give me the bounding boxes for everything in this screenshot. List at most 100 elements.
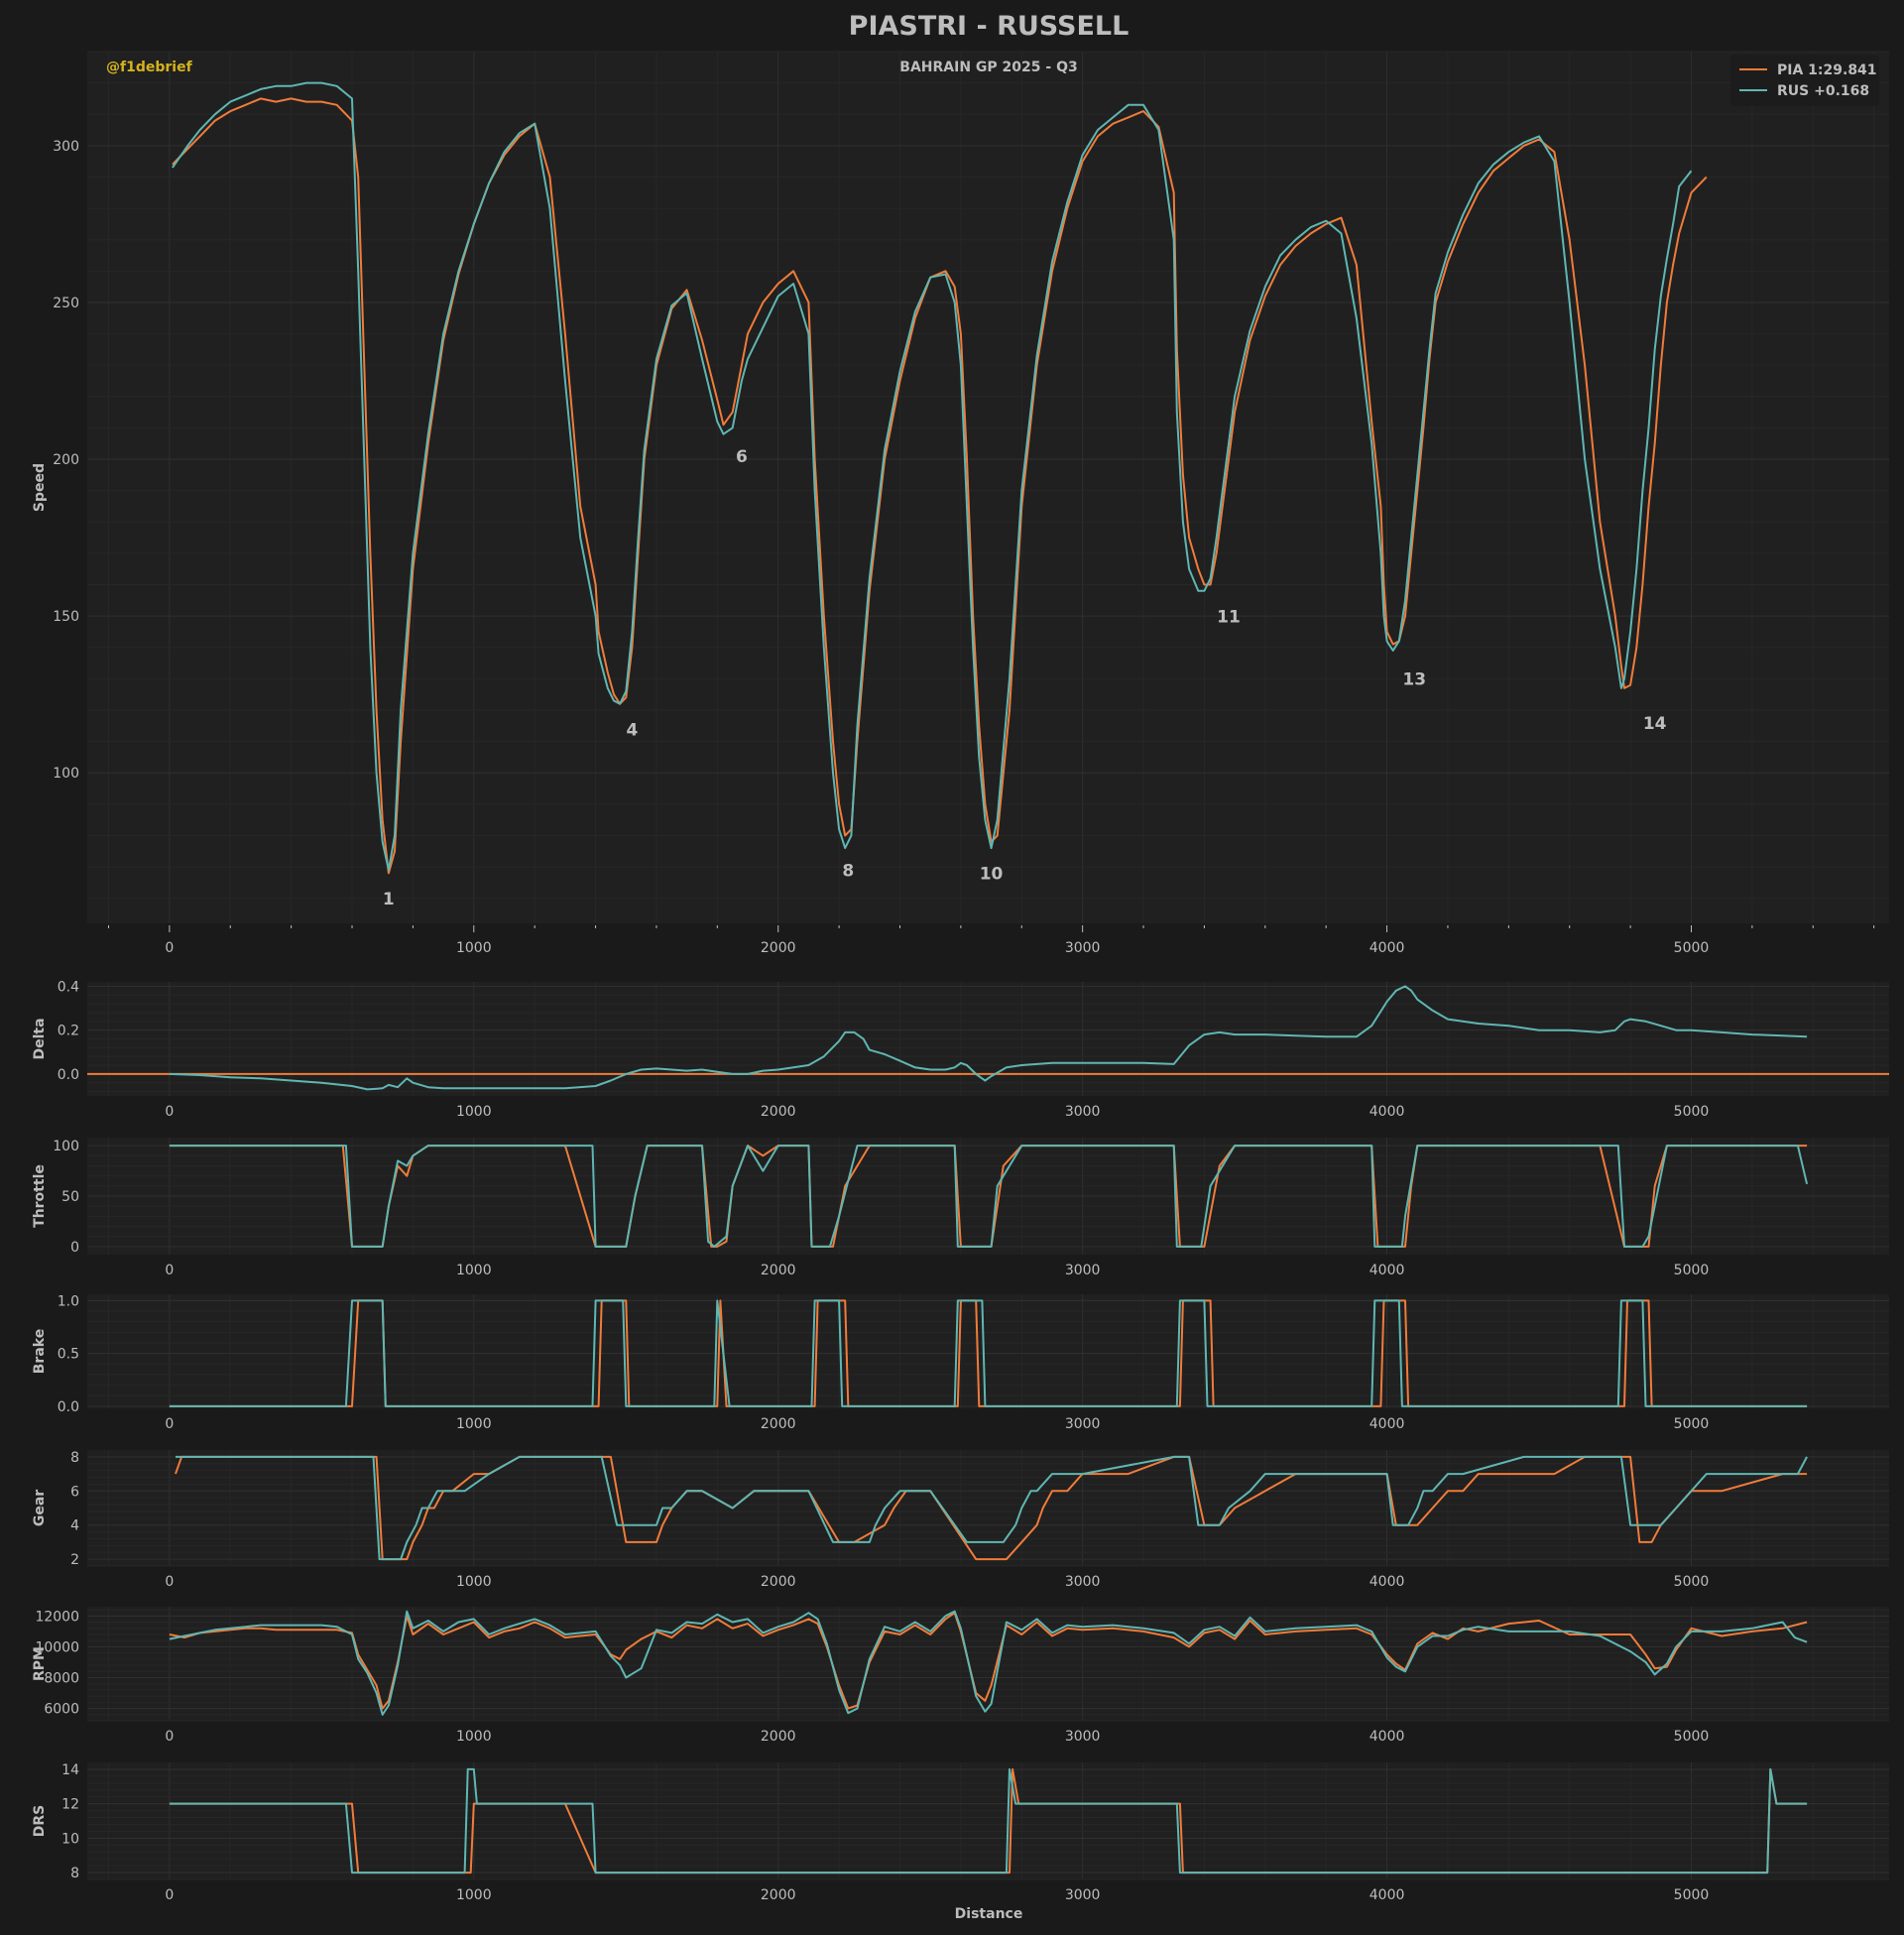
rpm-x-tick-label: 2000 <box>761 1729 796 1745</box>
speed-series-rus <box>172 81 1693 872</box>
drs-x-tick-label: 0 <box>165 1887 174 1903</box>
speed-x-tick-label: 3000 <box>1065 940 1101 956</box>
legend-label-rus: RUS +0.168 <box>1777 83 1869 99</box>
drs-y-tick-label: 12 <box>61 1797 79 1813</box>
rpm-x-tick-label: 0 <box>165 1729 174 1745</box>
throttle-x-tick-label: 4000 <box>1369 1263 1405 1278</box>
delta-x-tick-label: 3000 <box>1065 1104 1101 1120</box>
rpm-panel: 6000 8000 10000 12000 RPM 0 1000 2000 3000 4000 50… <box>32 1607 1889 1745</box>
chart-title: PIASTRI - RUSSELL <box>849 11 1130 42</box>
gear-x-tick-label: 1000 <box>456 1574 492 1590</box>
throttle-y-tick-label: 0 <box>70 1240 79 1256</box>
drs-y-axis-title: DRS <box>32 1805 48 1837</box>
drs-series-group <box>169 1767 1808 1875</box>
rpm-x-tick-label: 3000 <box>1065 1729 1101 1745</box>
brake-x-tick-label: 5000 <box>1674 1416 1710 1432</box>
gear-panel: 2 4 6 8 Gear 0 1000 2000 3000 4000 5000 <box>32 1450 1889 1590</box>
throttle-series-rus <box>169 1145 1809 1248</box>
delta-x-tick-label: 5000 <box>1674 1104 1710 1120</box>
delta-panel: 0.0 0.2 0.4 Delta 0 1000 2000 3000 4000 5000 <box>32 979 1889 1120</box>
throttle-y-tick-label: 50 <box>61 1189 79 1205</box>
delta-x-tick-label: 2000 <box>761 1104 796 1120</box>
delta-y-axis-title: Delta <box>32 1018 48 1059</box>
gear-series-rus <box>176 1455 1808 1561</box>
brake-series-rus <box>169 1299 1808 1407</box>
speed-y-axis-title: Speed <box>32 463 48 512</box>
rpm-y-tick-label: 6000 <box>44 1702 79 1718</box>
delta-series-rus <box>169 985 1808 1091</box>
speed-y-tick-label: 100 <box>53 766 79 782</box>
speed-y-tick-label: 300 <box>53 139 79 155</box>
speed-x-tick-label: 4000 <box>1369 940 1405 956</box>
drs-panel: 8 10 12 14 DRS 0 1000 2000 3000 4000 5000 <box>32 1762 1889 1903</box>
delta-x-tick-label: 4000 <box>1369 1104 1405 1120</box>
brake-x-tick-label: 2000 <box>761 1416 796 1432</box>
drs-panel-background <box>87 1762 1889 1879</box>
brake-y-axis-title: Brake <box>32 1329 48 1374</box>
corner-label-1: 1 <box>383 890 395 909</box>
gear-x-tick-label: 0 <box>165 1574 174 1590</box>
rpm-y-tick-label: 8000 <box>44 1670 79 1686</box>
gear-series-group <box>175 1455 1808 1561</box>
rpm-series-group <box>169 1610 1808 1716</box>
legend-label-pia: PIA 1:29.841 <box>1777 62 1877 78</box>
speed-y-tick-label: 250 <box>53 296 79 311</box>
delta-x-tick-label: 0 <box>165 1104 174 1120</box>
rpm-y-tick-label: 12000 <box>35 1609 79 1625</box>
corner-label-14: 14 <box>1643 714 1667 734</box>
drs-y-tick-label: 8 <box>70 1866 79 1881</box>
corner-label-8: 8 <box>842 862 854 882</box>
delta-x-tick-label: 1000 <box>456 1104 492 1120</box>
drs-x-tick-label: 3000 <box>1065 1887 1101 1903</box>
corner-label-4: 4 <box>626 720 638 740</box>
throttle-y-axis-title: Throttle <box>32 1164 48 1228</box>
throttle-x-tick-label: 2000 <box>761 1263 796 1278</box>
gear-y-tick-label: 8 <box>70 1450 79 1466</box>
gear-y-tick-label: 2 <box>70 1552 79 1568</box>
delta-y-tick-label: 0.4 <box>58 979 79 995</box>
brake-panel-background <box>87 1294 1889 1408</box>
gear-y-tick-label: 4 <box>70 1518 79 1534</box>
speed-y-tick-label: 200 <box>53 452 79 468</box>
speed-x-tick-label: 5000 <box>1674 940 1710 956</box>
rpm-x-tick-label: 4000 <box>1369 1729 1405 1745</box>
gear-y-axis-title: Gear <box>32 1490 48 1526</box>
throttle-y-tick-label: 100 <box>53 1139 79 1154</box>
throttle-panel: 0 50 100 Throttle 0 1000 2000 3000 4000 5000 <box>32 1138 1889 1278</box>
corner-label-11: 11 <box>1217 607 1241 627</box>
throttle-series-group <box>169 1145 1809 1248</box>
corner-label-10: 10 <box>980 865 1004 885</box>
delta-series-group <box>87 985 1889 1091</box>
drs-y-tick-label: 14 <box>61 1762 79 1778</box>
brake-x-tick-label: 0 <box>165 1416 174 1432</box>
rpm-y-axis-title: RPM <box>32 1646 48 1681</box>
x-axis-title: Distance <box>955 1906 1023 1922</box>
watermark: @f1debrief <box>106 60 193 75</box>
brake-series-pia <box>169 1299 1808 1407</box>
brake-x-tick-label: 4000 <box>1369 1416 1405 1432</box>
brake-panel: 0.0 0.5 1.0 Brake 0 1000 2000 3000 4000 5000 <box>32 1293 1889 1432</box>
brake-y-tick-label: 0.5 <box>58 1347 79 1363</box>
delta-y-tick-label: 0.0 <box>58 1067 79 1083</box>
speed-x-tick-label: 0 <box>165 940 174 956</box>
gear-x-tick-label: 3000 <box>1065 1574 1101 1590</box>
throttle-x-tick-label: 1000 <box>456 1263 492 1278</box>
drs-series-rus <box>169 1767 1808 1875</box>
throttle-x-tick-label: 0 <box>165 1263 174 1278</box>
gear-y-tick-label: 6 <box>70 1484 79 1500</box>
chart-subtitle: BAHRAIN GP 2025 - Q3 <box>899 60 1077 75</box>
speed-y-tick-label: 150 <box>53 609 79 625</box>
rpm-panel-background <box>87 1607 1889 1721</box>
rpm-x-tick-label: 5000 <box>1674 1729 1710 1745</box>
brake-y-tick-label: 0.0 <box>58 1399 79 1415</box>
speed-panel: 100 150 200 250 300 Speed 0 1000 2000 3000 4000 500… <box>32 51 1889 956</box>
speed-series-group <box>172 81 1708 875</box>
speed-x-tick-label: 1000 <box>456 940 492 956</box>
speed-x-tick-label: 2000 <box>761 940 796 956</box>
delta-y-tick-label: 0.2 <box>58 1024 79 1039</box>
gear-x-tick-label: 4000 <box>1369 1574 1405 1590</box>
drs-x-tick-label: 2000 <box>761 1887 796 1903</box>
drs-x-tick-label: 1000 <box>456 1887 492 1903</box>
